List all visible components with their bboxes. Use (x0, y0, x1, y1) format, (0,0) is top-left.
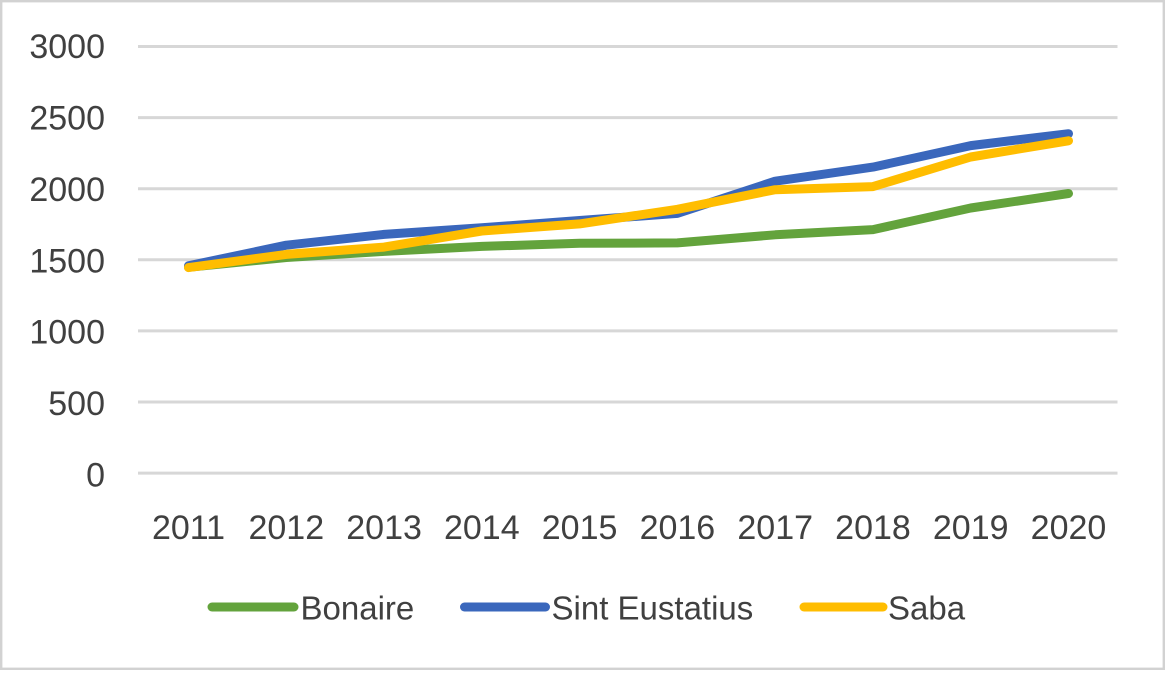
svg-text:2000: 2000 (29, 171, 105, 209)
svg-text:0: 0 (86, 457, 105, 495)
svg-text:2013: 2013 (346, 509, 422, 547)
svg-text:2018: 2018 (835, 509, 911, 547)
svg-text:2017: 2017 (737, 509, 813, 547)
svg-text:1000: 1000 (29, 314, 105, 352)
svg-text:Sint Eustatius: Sint Eustatius (552, 589, 754, 626)
svg-text:1500: 1500 (29, 242, 105, 280)
svg-text:2012: 2012 (248, 509, 324, 547)
svg-text:2016: 2016 (640, 509, 716, 547)
svg-text:3000: 3000 (29, 28, 105, 66)
svg-text:2020: 2020 (1031, 509, 1107, 547)
svg-text:2500: 2500 (29, 100, 105, 138)
svg-text:2015: 2015 (542, 509, 618, 547)
svg-text:2011: 2011 (152, 509, 225, 547)
svg-text:Bonaire: Bonaire (301, 589, 415, 626)
svg-text:2014: 2014 (444, 509, 520, 547)
svg-text:500: 500 (48, 385, 105, 423)
svg-text:2019: 2019 (933, 509, 1009, 547)
svg-text:Saba: Saba (888, 589, 966, 626)
